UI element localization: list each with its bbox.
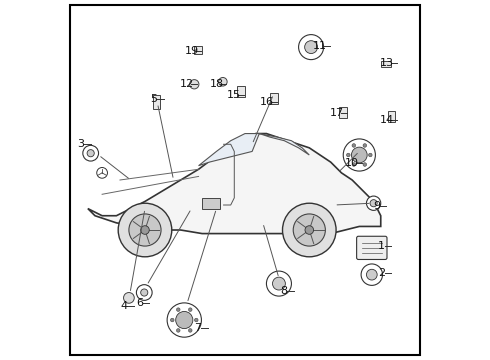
Text: 15: 15 [227, 90, 241, 100]
Bar [202, 198, 220, 208]
Circle shape [298, 35, 323, 60]
Text: 17: 17 [330, 108, 344, 118]
Circle shape [123, 293, 134, 303]
Text: 12: 12 [180, 79, 194, 89]
Circle shape [219, 77, 227, 86]
Circle shape [189, 308, 192, 311]
Circle shape [352, 163, 356, 166]
Circle shape [293, 214, 325, 246]
Text: 9: 9 [373, 201, 380, 211]
Bar [381, 61, 392, 67]
Circle shape [305, 226, 314, 234]
Circle shape [189, 329, 192, 332]
Text: 4: 4 [120, 301, 127, 311]
Circle shape [118, 203, 172, 257]
Text: 2: 2 [378, 268, 385, 278]
Circle shape [346, 153, 350, 157]
Circle shape [195, 318, 198, 322]
Circle shape [351, 147, 367, 163]
Bar [153, 95, 160, 109]
Bar [237, 86, 245, 97]
Circle shape [129, 214, 161, 246]
Circle shape [141, 226, 149, 234]
Circle shape [272, 277, 285, 290]
Text: 16: 16 [260, 97, 274, 107]
Circle shape [367, 269, 377, 280]
Circle shape [352, 144, 356, 147]
Text: 19: 19 [184, 46, 198, 57]
Circle shape [171, 318, 174, 322]
Circle shape [167, 303, 201, 337]
Text: 10: 10 [345, 158, 359, 168]
Bar [339, 108, 347, 118]
Circle shape [370, 200, 377, 207]
Bar [388, 111, 394, 122]
Circle shape [363, 163, 367, 166]
Circle shape [87, 150, 94, 157]
Text: 18: 18 [209, 78, 223, 89]
Circle shape [361, 264, 383, 285]
Text: 14: 14 [380, 115, 394, 125]
Text: 8: 8 [280, 287, 287, 296]
Circle shape [97, 167, 107, 178]
Circle shape [141, 289, 148, 296]
Circle shape [267, 271, 292, 296]
Circle shape [176, 308, 180, 311]
Text: 7: 7 [194, 323, 201, 333]
Circle shape [283, 203, 336, 257]
Circle shape [190, 80, 199, 89]
Circle shape [176, 311, 193, 329]
Circle shape [367, 196, 381, 210]
Bar [194, 46, 202, 54]
Circle shape [136, 285, 152, 300]
Polygon shape [88, 134, 381, 234]
Circle shape [343, 139, 375, 171]
Circle shape [305, 41, 318, 54]
Bar [270, 93, 277, 104]
Circle shape [176, 329, 180, 332]
Text: 11: 11 [313, 41, 327, 51]
Text: 3: 3 [77, 139, 84, 149]
FancyBboxPatch shape [357, 236, 387, 260]
Polygon shape [198, 134, 259, 166]
Circle shape [363, 144, 367, 147]
Circle shape [368, 153, 372, 157]
Text: 6: 6 [136, 298, 143, 308]
Text: 13: 13 [380, 58, 394, 68]
Polygon shape [259, 134, 309, 155]
Circle shape [83, 145, 98, 161]
Text: 1: 1 [378, 241, 385, 251]
Text: 5: 5 [150, 94, 157, 104]
